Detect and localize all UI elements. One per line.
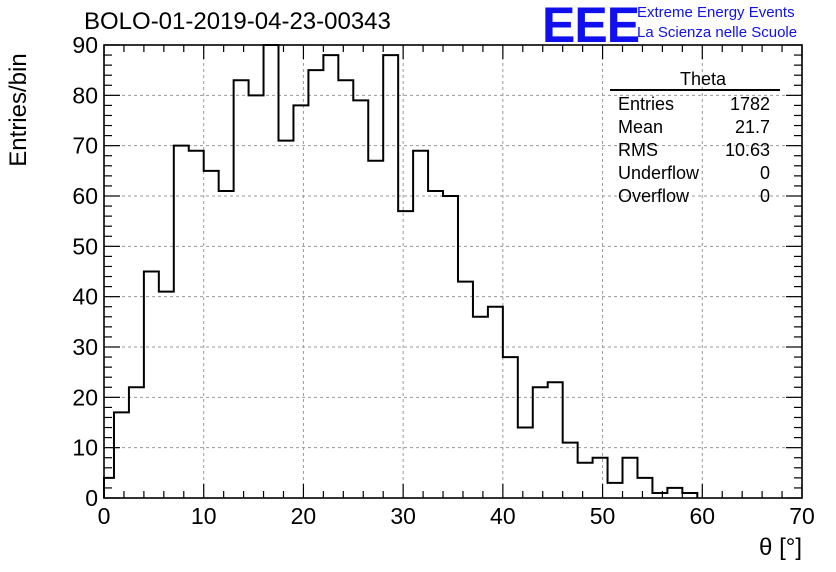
histogram-bin: [533, 387, 548, 498]
histogram-bin: [129, 387, 144, 498]
y-tick-label: 60: [72, 183, 98, 209]
stats-value: 10.63: [724, 140, 770, 160]
histogram-step-line: [103, 44, 699, 498]
histogram-bin: [189, 151, 204, 498]
y-tick-label: 10: [72, 435, 98, 461]
plot-title: BOLO-01-2019-04-23-00343: [84, 8, 391, 35]
histogram-bin: [338, 80, 353, 498]
y-tick-label: 70: [72, 133, 98, 159]
histogram-bin: [279, 141, 294, 498]
histogram-bin: [623, 458, 638, 498]
histogram-bin: [114, 412, 129, 498]
y-tick-label: 20: [72, 384, 98, 410]
histogram-bin: [608, 483, 623, 498]
logo-line-1: Extreme Energy Events: [637, 4, 795, 21]
histogram-bin: [548, 382, 563, 498]
histogram-bin: [458, 282, 473, 498]
x-tick-label: 70: [789, 503, 815, 529]
stats-row-mean: Mean 21.7: [610, 116, 780, 139]
stats-label: Underflow: [618, 163, 700, 183]
histogram-bin: [353, 100, 368, 498]
stats-row-rms: RMS 10.63: [610, 139, 780, 162]
histogram-layer: [103, 44, 699, 499]
stats-row-underflow: Underflow 0: [610, 162, 780, 185]
histogram-bin: [293, 105, 308, 498]
axis-layer: [103, 44, 803, 499]
stats-row-entries: Entries 1782: [610, 93, 780, 116]
histogram-bin: [563, 443, 578, 498]
stats-label: Mean: [618, 117, 664, 137]
y-tick-label: 90: [72, 32, 98, 58]
histogram-bin: [593, 458, 608, 498]
stats-value: 0: [759, 163, 770, 183]
y-tick-label: 80: [72, 82, 98, 108]
y-tick-label: 0: [85, 485, 98, 511]
x-tick-label: 40: [490, 503, 516, 529]
histogram-bin: [264, 45, 279, 498]
eee-logo: EEE: [542, 0, 640, 53]
x-tick-label: 30: [390, 503, 416, 529]
stats-value: 21.7: [734, 117, 770, 137]
histogram-bin: [488, 307, 503, 498]
histogram-bin: [144, 272, 159, 499]
x-tick-label: 0: [98, 503, 111, 529]
stats-label: RMS: [618, 140, 658, 160]
stats-value: 0: [759, 186, 770, 206]
y-tick-label: 50: [72, 233, 98, 259]
histogram-bin: [383, 55, 398, 498]
y-tick-label: 40: [72, 284, 98, 310]
histogram-bin: [308, 70, 323, 498]
histogram-bin: [368, 161, 383, 498]
histogram-bin: [473, 317, 488, 498]
histogram-bin: [174, 146, 189, 498]
stats-title: Theta: [679, 69, 727, 89]
stats-box: Theta Entries 1782 Mean 21.7 RMS 10.63 U…: [610, 69, 780, 208]
histogram-bin: [428, 191, 443, 498]
stats-label: Overflow: [618, 186, 690, 206]
histogram-bin: [204, 171, 219, 498]
histogram-bin: [578, 463, 593, 498]
x-tick-label: 60: [689, 503, 715, 529]
stats-divider: [610, 89, 780, 91]
histogram-bin: [518, 428, 533, 498]
stats-row-overflow: Overflow 0: [610, 185, 780, 208]
histogram-bin: [159, 292, 174, 498]
x-tick-label: 10: [191, 503, 217, 529]
histogram-bin: [249, 95, 264, 498]
histogram-bin: [323, 55, 338, 498]
histogram-bin: [398, 211, 413, 498]
x-axis-label: θ [°]: [759, 534, 802, 561]
x-tick-label: 50: [590, 503, 616, 529]
histogram-bin: [234, 80, 249, 498]
histogram-bin: [219, 191, 234, 498]
x-tick-label: 20: [291, 503, 317, 529]
histogram-bin: [503, 357, 518, 498]
y-tick-label: 30: [72, 334, 98, 360]
logo-line-2: La Scienza nelle Scuole: [637, 24, 798, 41]
stats-value: 1782: [729, 94, 770, 114]
plot-frame: [103, 44, 803, 499]
histogram-bin: [667, 488, 682, 498]
tick-label-layer: 0 10 20 30 40 50 60 70 0 10 20 30 40 50 60 70 80 90: [72, 32, 814, 529]
histogram-bin: [443, 196, 458, 498]
stats-label: Entries: [618, 94, 675, 114]
histogram-bin: [637, 478, 652, 498]
histogram-bin: [413, 151, 428, 498]
